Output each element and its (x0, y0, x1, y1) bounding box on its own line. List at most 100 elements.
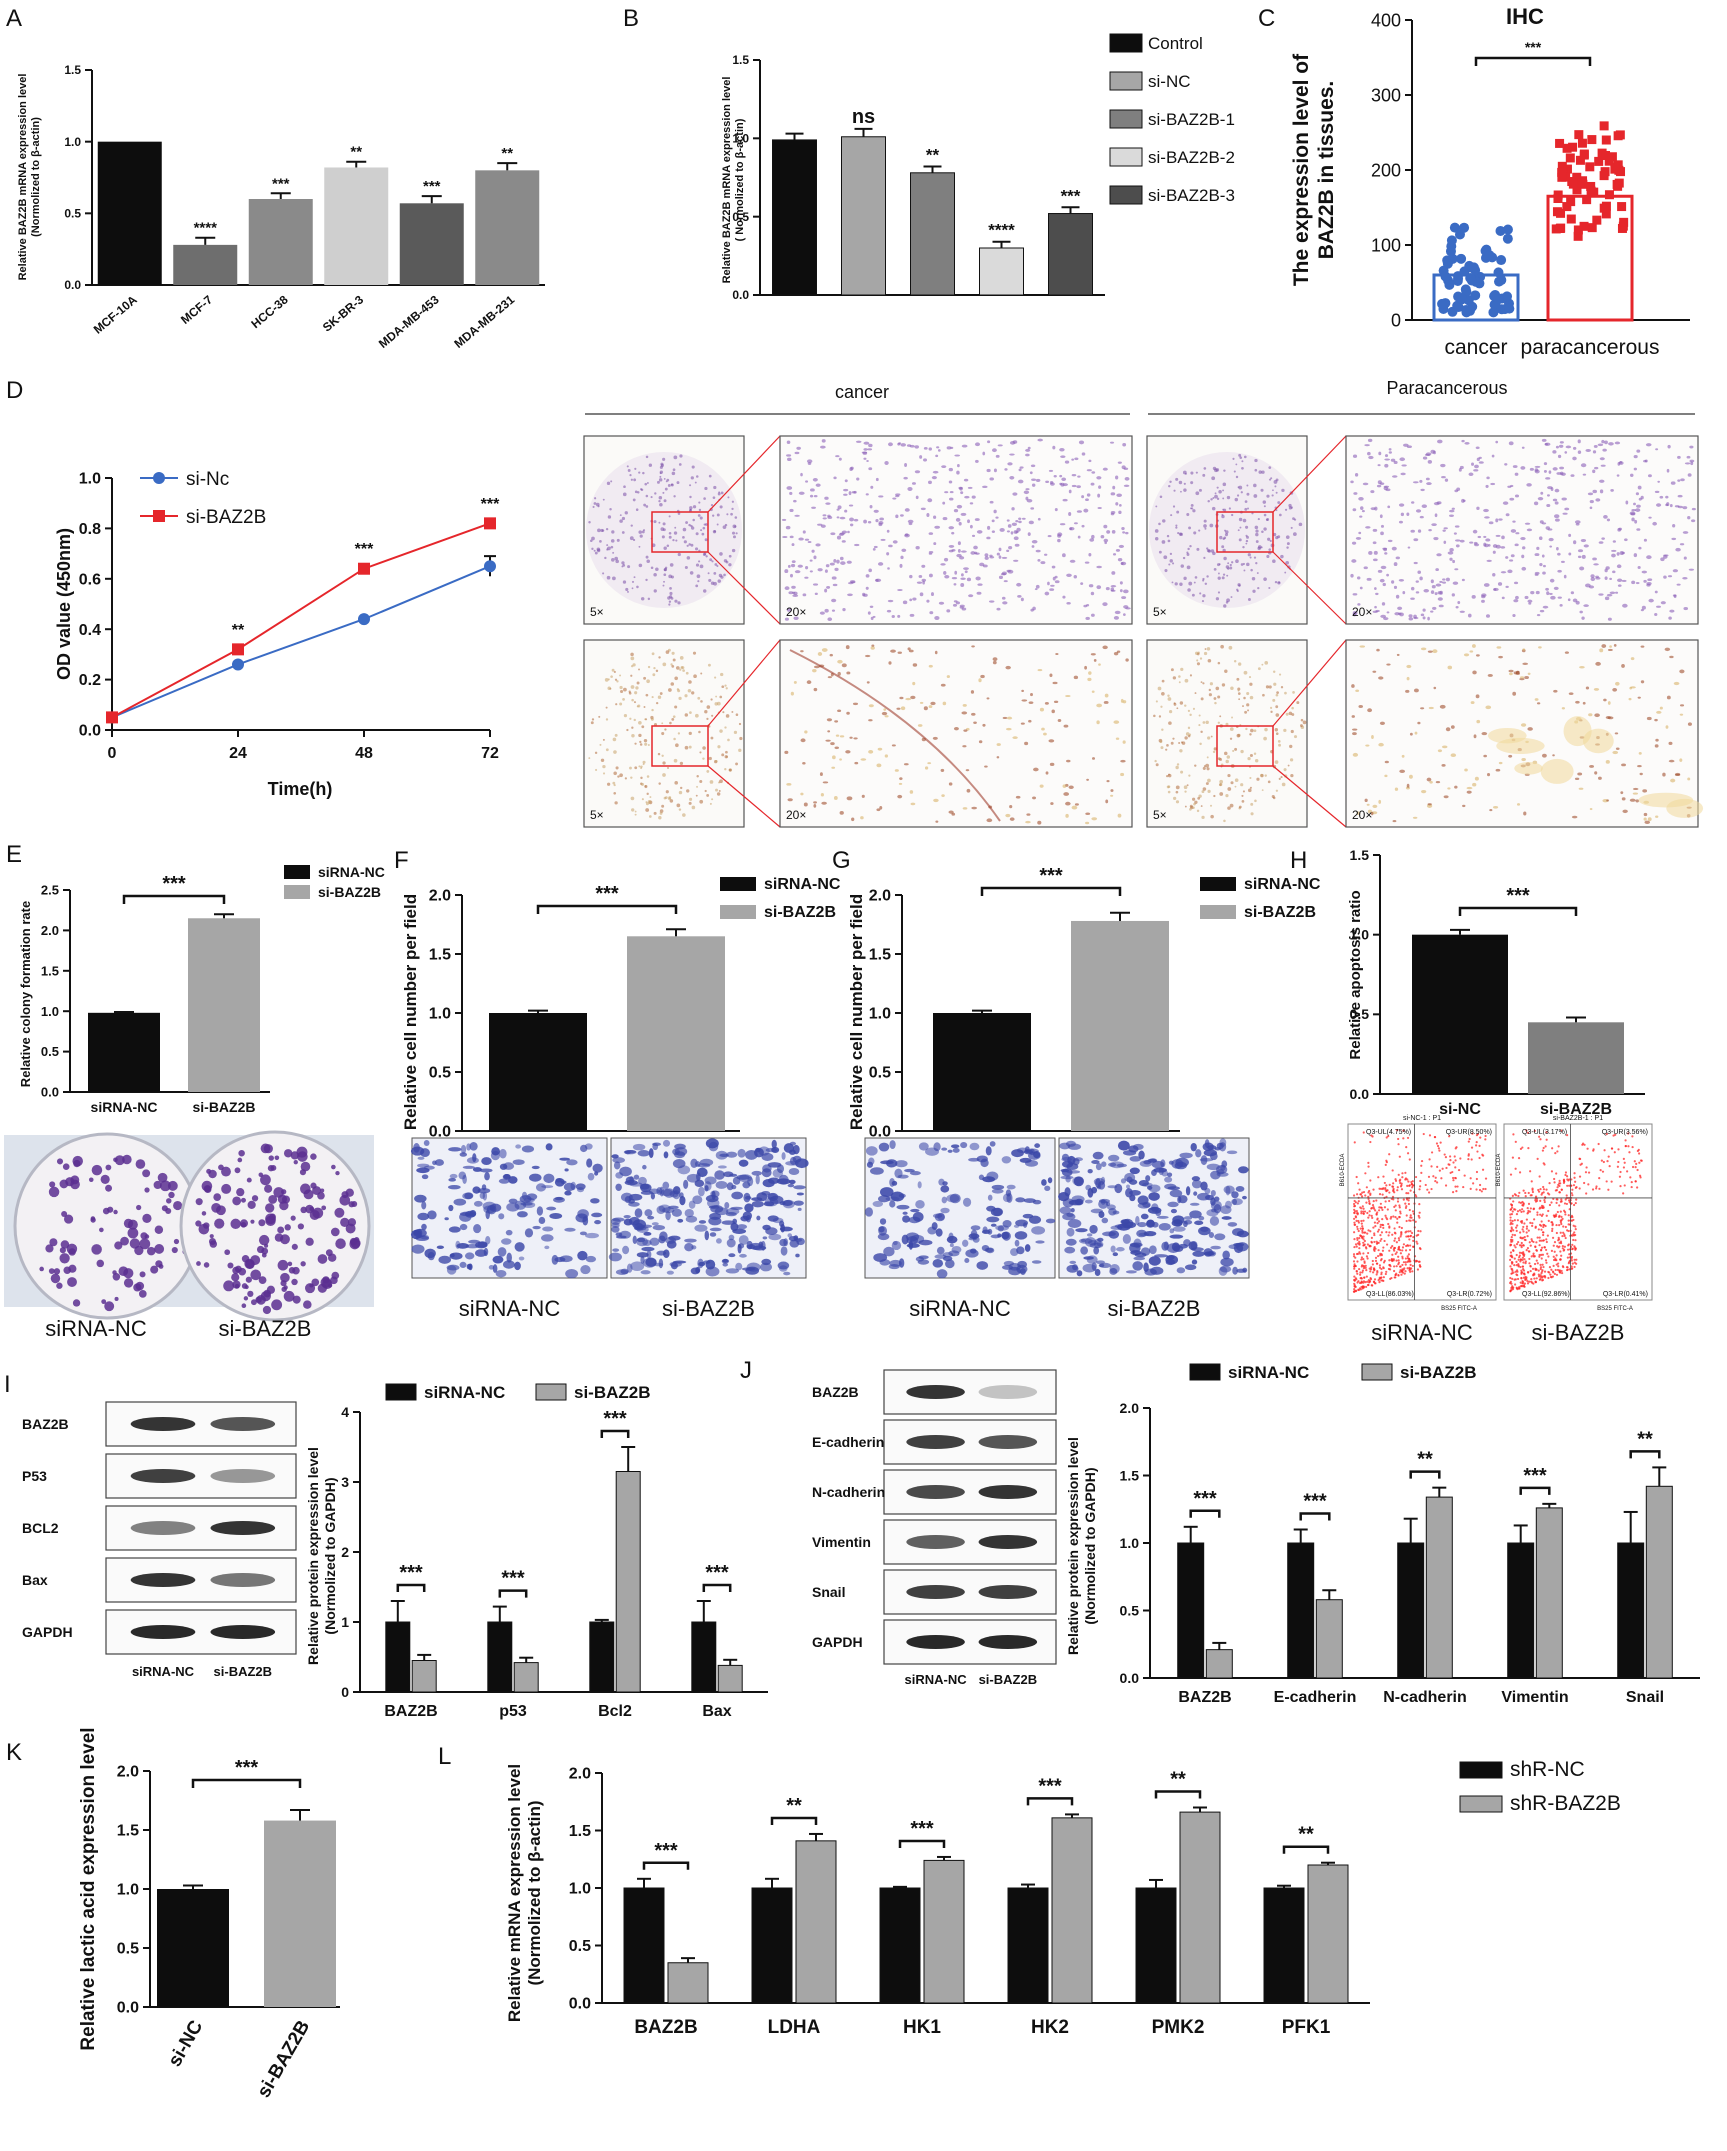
cell-nucleus (1443, 527, 1447, 529)
cell-nucleus (1006, 550, 1009, 552)
cell-nucleus (909, 650, 914, 653)
stained-cell (1015, 1240, 1020, 1247)
cell-nucleus (800, 650, 804, 652)
colony (331, 1228, 340, 1237)
stain-dot (600, 529, 603, 532)
stained-cell (1219, 1266, 1228, 1275)
stain-dot (706, 770, 709, 773)
stained-cell (760, 1263, 772, 1272)
cell-nucleus (1528, 673, 1531, 675)
stain-dot (1246, 703, 1249, 706)
cell-nucleus (911, 803, 916, 806)
stained-cell (990, 1141, 996, 1147)
data-point (1568, 143, 1577, 152)
cell-nucleus (1111, 585, 1116, 587)
cell-nucleus (1040, 561, 1045, 564)
stained-cell (474, 1201, 483, 1207)
cell-nucleus (1384, 464, 1388, 468)
flow-event (1383, 1240, 1385, 1242)
flow-event (1549, 1204, 1551, 1206)
cell-nucleus (893, 540, 898, 543)
stain-dot (1257, 572, 1259, 574)
cell-nucleus (1069, 527, 1072, 530)
cell-nucleus (1438, 597, 1443, 600)
cell-nucleus (870, 486, 873, 489)
stain-dot (690, 509, 692, 511)
stained-cell (668, 1236, 680, 1241)
cell-nucleus (833, 584, 838, 586)
stained-cell (642, 1165, 646, 1170)
significance-label: *** (162, 873, 186, 895)
stained-cell (656, 1187, 662, 1195)
cell-nucleus (993, 510, 996, 514)
cell-nucleus (970, 525, 973, 529)
stained-cell (546, 1207, 556, 1211)
series-line (112, 566, 490, 717)
stained-cell (1083, 1264, 1097, 1273)
cell-nucleus (810, 570, 813, 572)
stained-cell (1080, 1246, 1088, 1254)
cell-nucleus (842, 663, 847, 667)
cell-nucleus (1089, 584, 1094, 587)
cell-nucleus (1350, 481, 1353, 484)
stained-cell (982, 1245, 989, 1251)
cell-nucleus (956, 518, 961, 522)
cell-nucleus (934, 526, 940, 529)
stained-cell (651, 1193, 655, 1200)
cell-nucleus (1526, 483, 1532, 487)
cell-nucleus (1414, 689, 1419, 693)
stain-dot (1268, 548, 1271, 551)
cell-nucleus (1413, 817, 1417, 819)
stain-dot (1286, 535, 1290, 539)
stained-cell (684, 1239, 697, 1243)
flow-event (1367, 1162, 1369, 1164)
flow-event (1392, 1186, 1394, 1188)
stain-dot (679, 454, 682, 457)
cell-nucleus (1048, 739, 1054, 742)
stained-cell (541, 1234, 554, 1241)
stain-dot (686, 789, 689, 792)
stained-cell (1185, 1264, 1197, 1270)
stain-dot (1183, 577, 1186, 580)
cell-nucleus (846, 672, 850, 675)
stain-dot (664, 499, 667, 502)
cell-nucleus (871, 617, 874, 620)
stain-dot (693, 674, 697, 678)
cell-nucleus (835, 747, 840, 750)
x-tick-label: 72 (481, 745, 499, 762)
colony (45, 1244, 53, 1252)
flow-event (1475, 1188, 1477, 1190)
stain-dot (652, 652, 655, 655)
flow-event (1484, 1138, 1486, 1140)
y-tick-label: 200 (1371, 160, 1401, 180)
flow-event (1396, 1189, 1398, 1191)
cell-nucleus (922, 579, 927, 582)
cell-nucleus (1473, 469, 1478, 471)
cell-nucleus (1417, 722, 1420, 725)
stain-dot (726, 561, 729, 564)
cell-nucleus (1570, 474, 1574, 477)
stain-dot (715, 760, 718, 763)
data-point (232, 658, 244, 670)
stain-dot (685, 521, 688, 524)
stain-dot (688, 680, 692, 684)
cell-nucleus (1638, 697, 1641, 699)
data-point (1587, 135, 1596, 144)
stain-dot (1263, 527, 1266, 530)
stained-cell (716, 1238, 722, 1243)
cell-nucleus (1556, 547, 1559, 550)
cell-nucleus (1634, 553, 1637, 557)
cell-nucleus (1115, 502, 1118, 505)
cell-nucleus (810, 495, 813, 498)
stain-dot (1270, 711, 1272, 713)
cell-nucleus (1578, 439, 1581, 443)
cell-nucleus (1378, 452, 1381, 456)
stained-cell (1225, 1201, 1232, 1209)
flow-event (1378, 1209, 1380, 1211)
cell-nucleus (1052, 446, 1055, 450)
cell-nucleus (1521, 555, 1524, 559)
cell-nucleus (1642, 606, 1646, 610)
flow-event (1373, 1200, 1375, 1202)
stained-cell (1160, 1159, 1165, 1167)
flow-event (1353, 1260, 1355, 1262)
